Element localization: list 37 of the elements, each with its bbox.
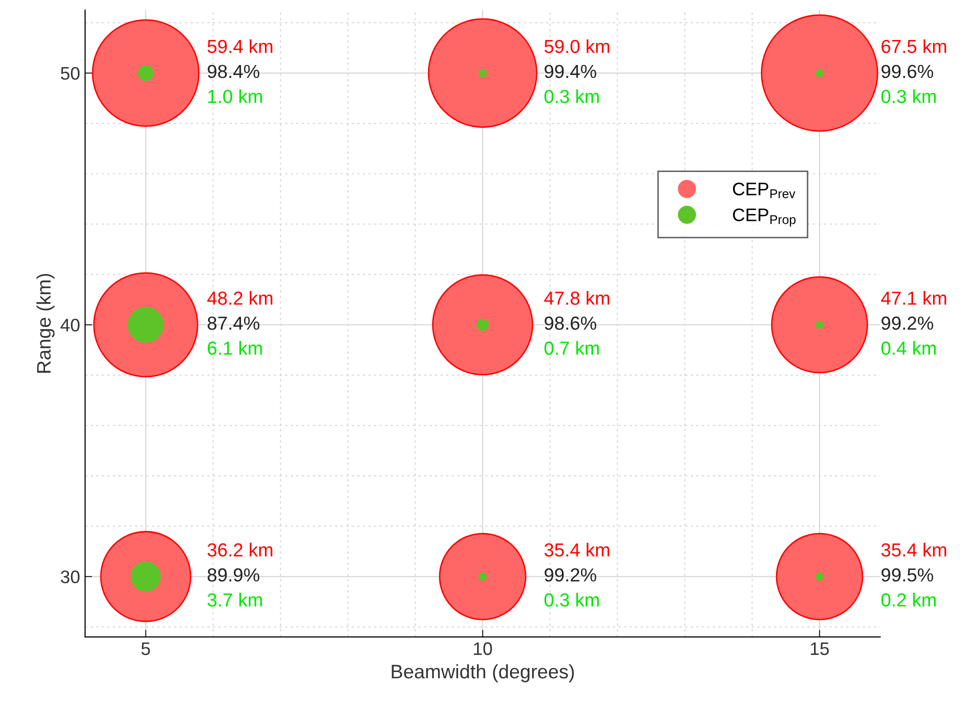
text: 99.6% [882,64,934,78]
annotation: 87.4% [208,316,260,330]
y-tick-label: 30 [60,570,80,584]
annotation: 0.3 km [544,89,599,104]
annotation: 89.9% [208,568,260,582]
text: 99.5% [882,568,934,582]
legend-label: CEP$_{Prev}$ [733,182,796,198]
annotation: 98.4% [208,64,260,78]
x-axis-title: Beamwidth (degrees) [392,664,574,682]
text: 0.2 km [881,592,936,607]
annotation: 35.4 km [544,542,610,557]
annotation: 59.4 km [208,39,272,54]
y-axis-title: Range (km) [36,274,55,373]
text: 0.3 km [881,89,936,104]
annotation: 3.7 km [208,592,262,607]
annotation: 98.6% [544,316,596,330]
y-tick-label: 50 [60,66,80,80]
annotation: 36.2 km [208,542,272,557]
legend-label: CEP$_{Prop}$ [733,208,796,227]
annotation: 99.2% [544,568,596,582]
annotation: 59.0 km [544,39,610,54]
annotation: 99.4% [544,64,596,78]
annotation: 47.8 km [544,291,610,305]
annotation: 48.2 km [207,291,272,305]
text: 0.4 km [881,341,936,355]
annotation: 0.7 km [544,341,599,355]
x-tick-label: 10 [474,642,492,656]
text: 67.5 km [882,39,946,54]
text: 99.2% [882,316,934,330]
x-tick-label: 5 [141,642,150,656]
y-tick-label: 40 [60,318,80,332]
annotation: 0.3 km [544,592,599,607]
annotation: 1.0 km [208,89,262,104]
text: 35.4 km [881,542,946,557]
x-tick-label: 15 [810,642,829,656]
text: 47.1 km [881,291,946,305]
annotation: 6.1 km [208,341,262,355]
